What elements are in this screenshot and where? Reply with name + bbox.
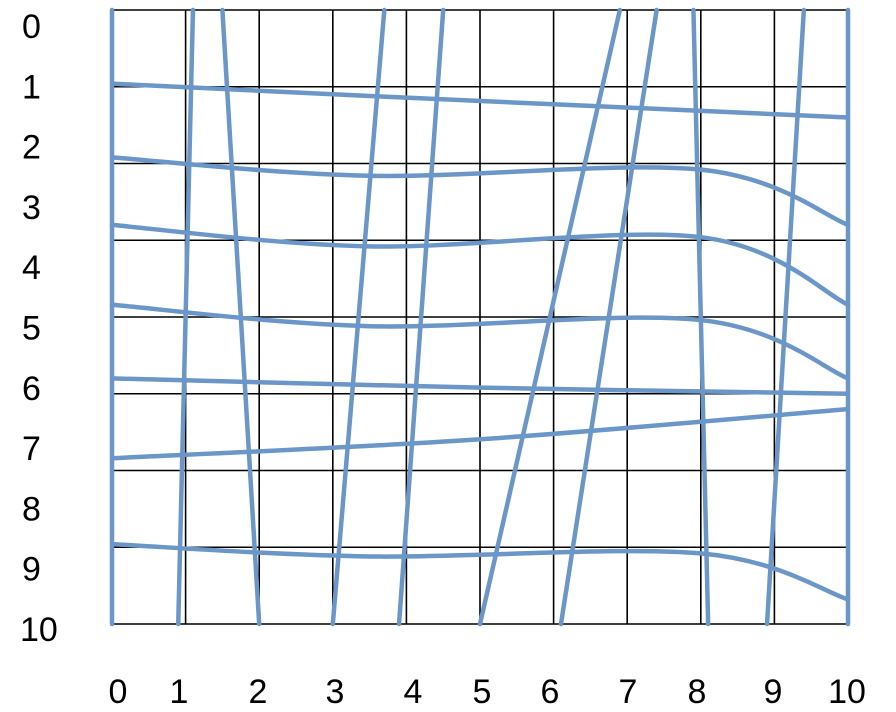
horizontal-curve [109,302,851,381]
y-axis-label: 8 [22,490,41,528]
x-axis-label: 6 [541,673,560,711]
horizontal-curve [109,81,851,120]
x-axis-label: 4 [404,673,423,711]
x-axis-label: 0 [109,673,128,711]
horizontal-curve [109,406,851,461]
vertical-curve [396,7,446,627]
vertical-curve [175,7,196,627]
y-axis-label: 0 [22,8,41,46]
y-axis-label: 9 [22,551,41,589]
x-axis-label: 1 [170,673,189,711]
vertical-curve [330,7,387,627]
vertical-curve [764,7,807,627]
vertical-curve [220,7,262,627]
vertical-curve [558,7,659,627]
vertical-curve [691,7,711,627]
x-axis-labels: 0 1 2 3 4 5 6 7 8 9 10 [109,673,866,711]
y-axis-label: 3 [22,189,41,227]
y-axis-label: 2 [22,129,41,167]
y-axis-labels: 0 1 2 3 4 5 6 7 8 9 10 [20,8,58,649]
y-axis-label: 1 [22,68,41,106]
x-axis-label: 5 [473,673,492,711]
y-axis-label: 4 [22,249,41,287]
y-axis-label: 7 [22,430,41,468]
horizontal-curve [109,222,851,307]
distorted-curves [109,7,851,627]
x-axis-label: 8 [688,673,707,711]
y-axis-label: 5 [22,310,41,348]
vertical-curve [477,7,623,627]
horizontal-curve [109,541,851,602]
x-axis-label: 7 [619,673,638,711]
x-axis-label: 3 [326,673,345,711]
x-axis-label: 10 [828,673,866,711]
horizontal-curve [109,155,851,228]
y-axis-label: 6 [22,370,41,408]
y-axis-label: 10 [20,611,58,649]
horizontal-curve [109,376,851,396]
x-axis-label: 9 [764,673,783,711]
x-axis-label: 2 [249,673,268,711]
